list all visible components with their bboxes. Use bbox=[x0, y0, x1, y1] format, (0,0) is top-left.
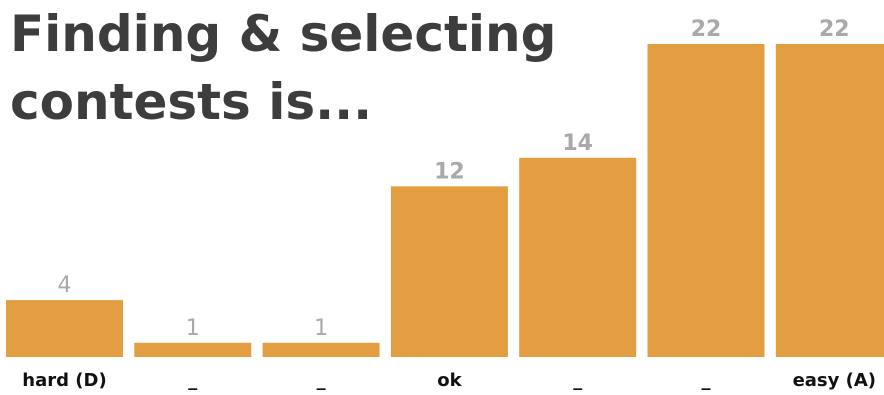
category-label-5: _ bbox=[702, 370, 711, 391]
bar-3 bbox=[390, 186, 508, 357]
category-label-0: hard (D) bbox=[22, 370, 106, 391]
category-label-3: ok bbox=[437, 370, 462, 391]
value-label-5: 22 bbox=[691, 17, 722, 42]
value-label-4: 14 bbox=[562, 131, 593, 156]
value-label-3: 12 bbox=[434, 159, 465, 184]
category-label-6: easy (A) bbox=[793, 370, 876, 391]
value-label-2: 1 bbox=[314, 316, 328, 341]
chart-title-line-1: Finding & selecting bbox=[10, 5, 557, 63]
chart-title-line-2: contests is... bbox=[10, 73, 373, 131]
bar-5 bbox=[647, 44, 765, 357]
chart-title: Finding & selecting contests is... bbox=[10, 0, 610, 136]
bar-0 bbox=[6, 300, 123, 357]
bar-1 bbox=[134, 342, 252, 357]
bar-6 bbox=[775, 44, 884, 357]
category-label-2: _ bbox=[317, 370, 326, 391]
value-label-0: 4 bbox=[58, 273, 72, 298]
value-label-6: 22 bbox=[819, 17, 850, 42]
value-label-1: 1 bbox=[186, 316, 200, 341]
category-label-4: _ bbox=[573, 370, 582, 391]
bar-2 bbox=[262, 342, 380, 357]
category-label-1: _ bbox=[188, 370, 197, 391]
bar-4 bbox=[519, 157, 637, 357]
